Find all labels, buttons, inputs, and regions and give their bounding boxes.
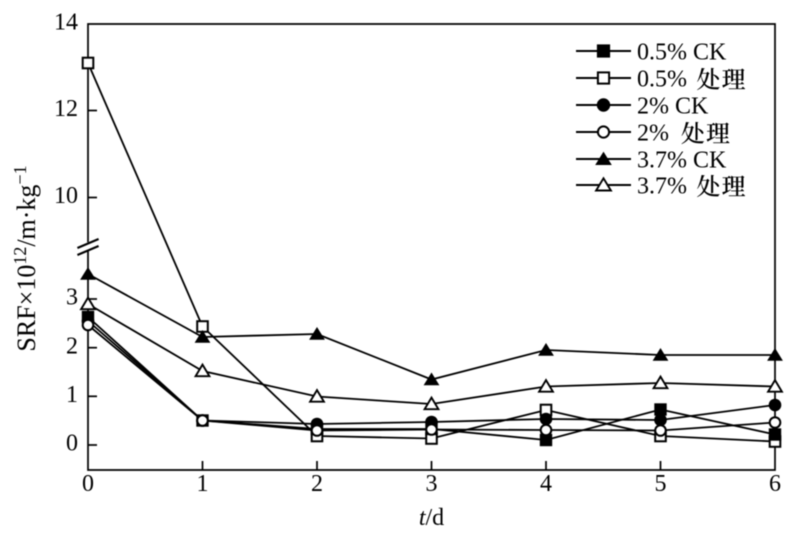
svg-text:12: 12 [54,96,78,122]
svg-text:t/d: t/d [419,505,444,531]
svg-text:0: 0 [66,431,78,457]
svg-text:10: 10 [54,183,78,209]
svg-text:14: 14 [54,10,78,36]
svg-text:SRF×1012/m·kg−1: SRF×1012/m·kg−1 [10,165,41,351]
svg-text:2%: 2% [637,121,669,147]
svg-text:3: 3 [66,285,78,311]
svg-text:2: 2 [311,471,323,497]
svg-text:0.5% CK: 0.5% CK [637,40,727,66]
svg-text:3.7% CK: 3.7% CK [637,148,727,174]
svg-text:2% CK: 2% CK [637,94,709,120]
svg-text:3: 3 [426,471,438,497]
svg-text:0: 0 [82,471,94,497]
svg-text:6: 6 [769,471,781,497]
svg-text:3.7%: 3.7% [637,174,687,200]
svg-text:0.5%: 0.5% [637,67,687,93]
svg-text:1: 1 [197,471,209,497]
svg-text:5: 5 [655,471,667,497]
svg-text:1: 1 [66,382,78,408]
svg-text:4: 4 [540,471,552,497]
svg-text:2: 2 [66,333,78,359]
